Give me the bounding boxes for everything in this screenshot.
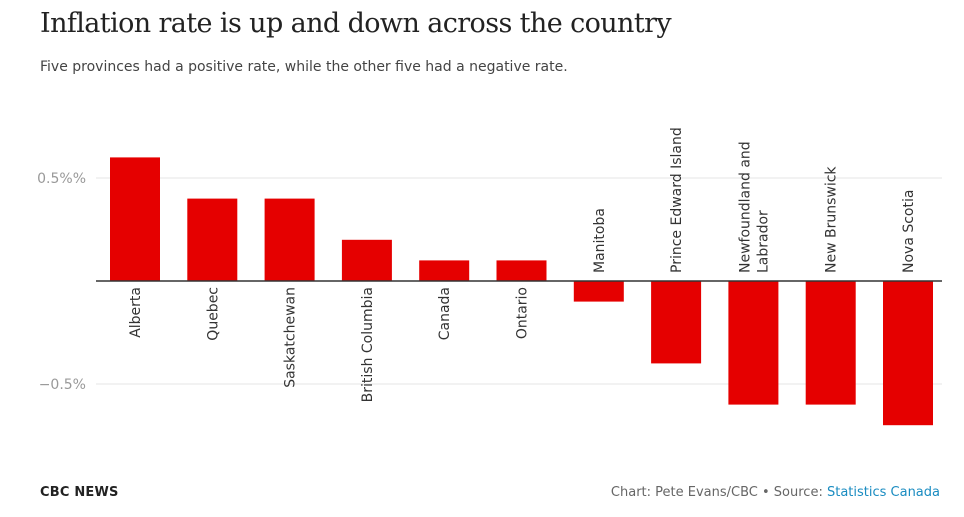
category-label-text: Ontario bbox=[515, 287, 531, 339]
bar bbox=[883, 281, 933, 426]
bar bbox=[728, 281, 779, 405]
category-label-text: New Brunswick bbox=[824, 166, 840, 273]
category-label: Ontario bbox=[515, 287, 531, 339]
bar bbox=[651, 281, 702, 364]
category-label-text: Alberta bbox=[128, 287, 144, 338]
category-label-text: Prince Edward Island bbox=[669, 127, 685, 273]
category-label-text: Saskatchewan bbox=[283, 287, 299, 388]
chart-subtitle: Five provinces had a positive rate, whil… bbox=[40, 59, 568, 75]
category-label-text: Quebec bbox=[205, 287, 221, 341]
category-label: Manitoba bbox=[592, 208, 608, 273]
bar bbox=[341, 239, 392, 281]
cbc-news-brand: CBC NEWS bbox=[40, 485, 119, 500]
category-label-text: Manitoba bbox=[592, 208, 608, 273]
category-labels: Alberta Quebec Saskatchewan British Columbi… bbox=[128, 127, 917, 402]
bar bbox=[110, 157, 160, 281]
category-label: British Columbia bbox=[360, 287, 376, 402]
gridlines: 0.5%% −0.5% bbox=[37, 171, 942, 393]
category-label: New Brunswick bbox=[824, 166, 840, 273]
bar bbox=[419, 260, 470, 281]
category-label: Nova Scotia bbox=[901, 190, 917, 273]
bar bbox=[573, 281, 624, 302]
category-label: Alberta bbox=[128, 287, 144, 338]
category-label-text: Newfoundland and bbox=[737, 141, 753, 273]
chart-title: Inflation rate is up and down across the… bbox=[40, 8, 672, 39]
source-link[interactable]: Statistics Canada bbox=[826, 485, 940, 500]
y-tick-label: 0.5%% bbox=[37, 171, 86, 187]
category-label: Newfoundland and Labrador bbox=[737, 141, 771, 273]
bar bbox=[805, 281, 856, 405]
chart-credit: Chart: Pete Evans/CBC • Source: Statisti… bbox=[611, 485, 940, 500]
bar bbox=[264, 198, 315, 281]
y-tick-label: −0.5% bbox=[39, 377, 86, 393]
bar bbox=[187, 198, 238, 281]
category-label-text: Canada bbox=[437, 287, 453, 340]
category-label: Saskatchewan bbox=[283, 287, 299, 388]
bar bbox=[496, 260, 547, 281]
credit-text: Chart: Pete Evans/CBC • Source: bbox=[610, 485, 827, 500]
category-label: Canada bbox=[437, 287, 453, 340]
category-label-text: Nova Scotia bbox=[901, 190, 917, 273]
bar-chart: 0.5%% −0.5% Alberta Quebec Saskatchewan Brit… bbox=[37, 127, 942, 426]
category-label: Quebec bbox=[205, 287, 221, 341]
category-label-text: Labrador bbox=[755, 210, 771, 273]
bars bbox=[110, 157, 933, 426]
category-label-text: British Columbia bbox=[360, 287, 376, 402]
category-label: Prince Edward Island bbox=[669, 127, 685, 273]
